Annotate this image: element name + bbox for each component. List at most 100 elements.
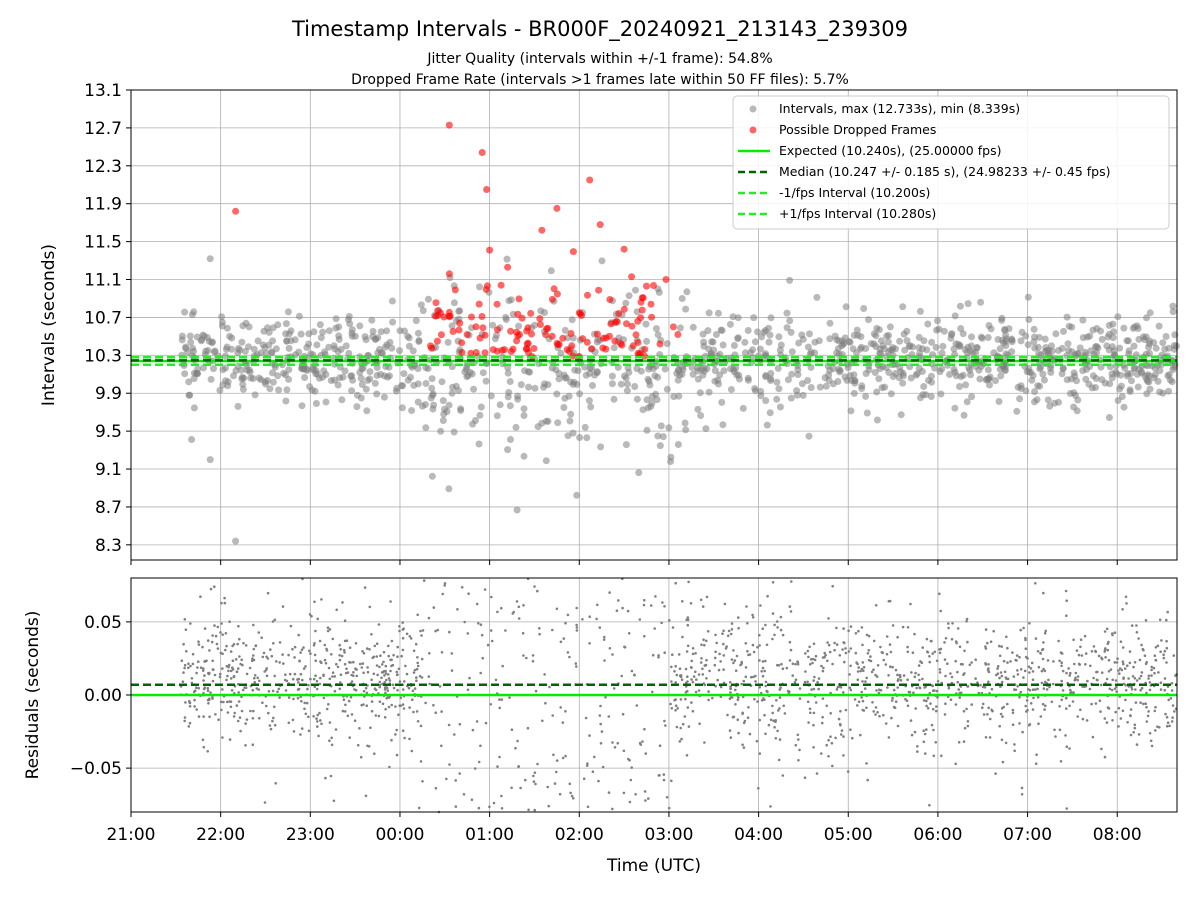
residual-point <box>930 723 934 727</box>
residual-point <box>761 660 765 663</box>
residual-point <box>689 666 693 669</box>
residual-point <box>355 674 359 678</box>
residual-point <box>874 713 877 716</box>
residual-point <box>1132 731 1135 734</box>
x-tick-label-5: 02:00 <box>555 825 604 845</box>
residual-point <box>935 705 938 708</box>
residual-point <box>326 629 330 633</box>
intervals-y-tick-label-9: 11.9 <box>84 195 122 215</box>
residual-point <box>698 722 701 725</box>
residual-point <box>244 644 248 647</box>
residual-point <box>685 618 688 622</box>
residual-point <box>397 713 400 716</box>
interval-point <box>624 380 631 388</box>
dropped-frame-point <box>588 345 596 353</box>
residual-point <box>719 660 722 663</box>
residual-point <box>888 599 892 603</box>
x-tick-label-3: 00:00 <box>375 825 424 845</box>
interval-point <box>654 331 662 339</box>
residual-point <box>417 806 421 810</box>
interval-point <box>283 386 291 394</box>
residual-point <box>781 633 785 637</box>
residual-point <box>207 702 210 705</box>
residual-point <box>408 737 411 741</box>
residual-point <box>1016 685 1019 688</box>
residual-point <box>1058 659 1061 663</box>
residual-point <box>226 674 229 678</box>
residual-point <box>869 659 873 663</box>
interval-point <box>331 360 338 368</box>
residual-point <box>998 644 1001 648</box>
residual-point <box>347 699 351 703</box>
residual-point <box>240 709 244 713</box>
residual-point <box>532 780 536 783</box>
interval-point <box>295 312 303 320</box>
residual-point <box>940 754 943 758</box>
interval-point <box>506 402 514 410</box>
residual-point <box>892 705 896 709</box>
residual-point <box>966 720 970 723</box>
residual-point <box>1099 683 1103 687</box>
residual-point <box>398 625 401 628</box>
residual-point <box>1173 710 1176 713</box>
residual-point <box>443 582 447 585</box>
residual-point <box>1044 704 1047 708</box>
residual-point <box>320 722 323 726</box>
interval-point <box>1041 335 1049 343</box>
residual-point <box>517 765 520 769</box>
residual-point <box>1042 591 1045 595</box>
residual-point <box>575 606 578 610</box>
residual-point <box>522 654 525 657</box>
residual-point <box>339 681 342 684</box>
residual-point <box>806 680 809 684</box>
interval-point <box>903 327 911 335</box>
residual-point <box>678 740 682 743</box>
residual-point <box>771 581 775 584</box>
interval-point <box>846 338 854 346</box>
interval-point <box>1024 341 1032 349</box>
dropped-frame-point <box>518 314 526 322</box>
residual-point <box>859 733 862 737</box>
interval-point <box>247 374 255 382</box>
interval-point <box>415 338 423 345</box>
interval-point <box>850 371 858 379</box>
interval-point <box>1035 333 1043 341</box>
residual-point <box>418 674 422 678</box>
residual-point <box>211 634 214 637</box>
interval-point <box>587 403 595 411</box>
x-tick-label-6: 03:00 <box>644 825 693 845</box>
interval-point <box>515 322 523 330</box>
residual-point <box>378 685 382 689</box>
residual-point <box>630 669 634 673</box>
residual-point <box>252 623 255 627</box>
residual-point <box>597 779 600 783</box>
residual-point <box>251 688 255 692</box>
dropped-frame-point <box>479 324 487 332</box>
dropped-frame-point <box>623 320 630 328</box>
residual-point <box>1165 724 1169 728</box>
residual-point <box>683 715 687 718</box>
residual-point <box>214 634 218 638</box>
residual-point <box>888 643 892 646</box>
residual-point <box>928 655 931 658</box>
residual-point <box>413 687 417 690</box>
interval-point <box>773 395 781 403</box>
residual-point <box>992 629 995 633</box>
dropped-frame-point <box>232 207 240 215</box>
residual-point <box>986 713 989 716</box>
legend: Intervals, max (12.733s), min (8.339s) P… <box>732 95 1170 230</box>
interval-point <box>342 342 350 350</box>
interval-point <box>1070 389 1078 397</box>
residual-point <box>270 654 274 658</box>
residual-point <box>236 667 240 670</box>
residual-point <box>764 732 767 736</box>
residual-point <box>498 706 502 710</box>
residual-point <box>324 661 328 665</box>
residual-point <box>984 662 987 665</box>
residual-point <box>1048 685 1051 689</box>
residual-point <box>764 659 767 663</box>
residual-point <box>934 709 938 713</box>
residual-point <box>588 734 591 737</box>
residual-point <box>297 633 301 637</box>
residual-point <box>240 658 243 662</box>
